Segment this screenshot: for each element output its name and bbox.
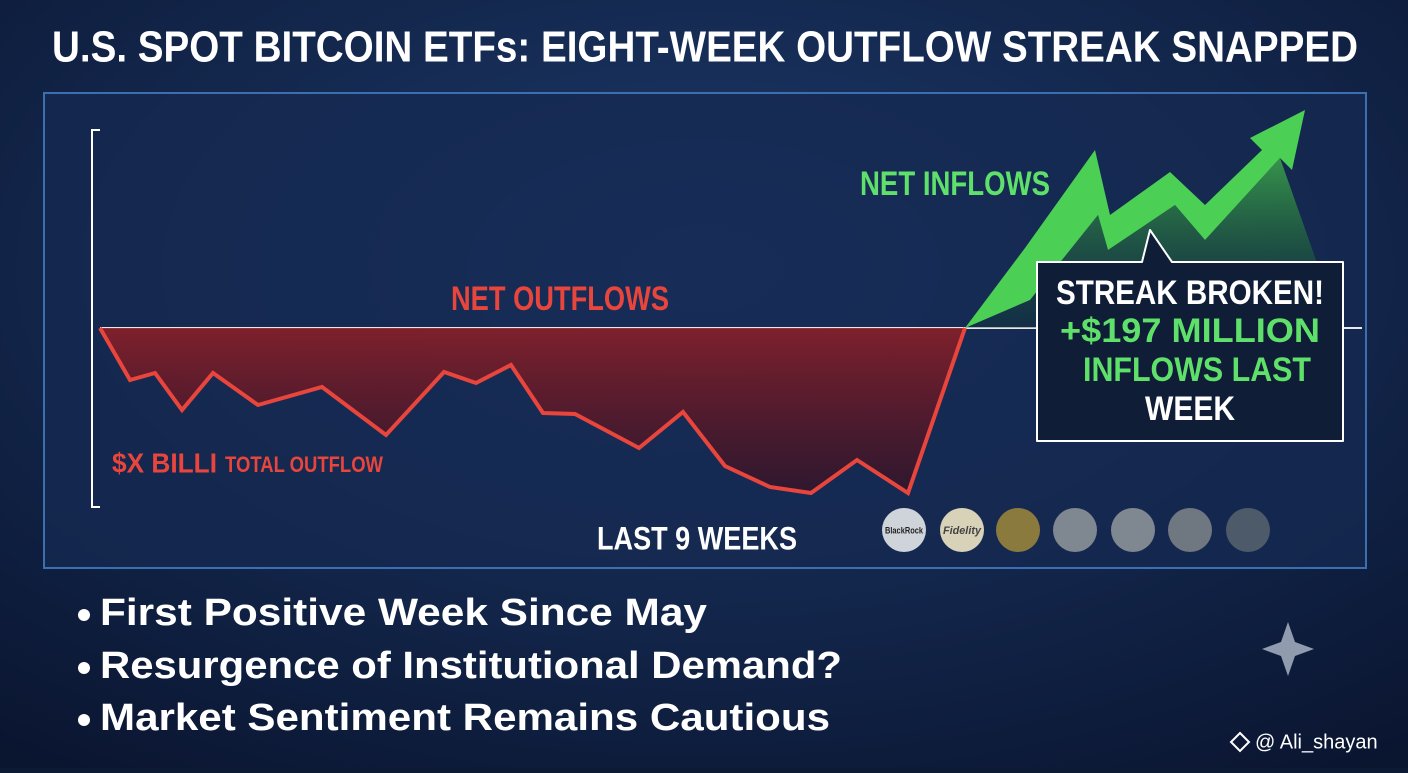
bullet-list: First Positive Week Since May Resurgence… (78, 592, 842, 739)
bracket (91, 129, 100, 508)
bullet (78, 609, 90, 621)
period-label: LAST 9 WEEKS (597, 520, 797, 556)
logo (1168, 508, 1212, 552)
logo (940, 508, 984, 552)
bullet (78, 662, 90, 674)
bullet-text: First Positive Week Since May (100, 592, 707, 634)
issuer-logos: BlackRock Fidelity (882, 508, 1270, 552)
inflow-label: NET INFLOWS (860, 165, 1050, 203)
bullet-text: Resurgence of Institutional Demand? (100, 645, 842, 687)
bullet (78, 714, 90, 726)
watermark-icon (1229, 731, 1251, 753)
logo-text: BlackRock (885, 525, 924, 535)
logo-text: Fidelity (943, 525, 982, 537)
total-label: TOTAL OUTFLOW (225, 452, 383, 477)
bullet-text: Market Sentiment Remains Cautious (100, 697, 830, 739)
callout-line: STREAK BROKEN! (1056, 274, 1324, 312)
logo (882, 508, 926, 552)
outflow-label: NET OUTFLOWS (451, 280, 669, 318)
outflow-area (100, 328, 965, 493)
callout-line: WEEK (1145, 390, 1235, 428)
total-amount: $X BILLI (112, 447, 217, 478)
sparkle (1262, 622, 1314, 676)
logo (996, 508, 1040, 552)
logo (1226, 508, 1270, 552)
logo (1111, 508, 1155, 552)
logo (1053, 508, 1097, 552)
outflow-line (98, 327, 967, 497)
title: U.S. SPOT BITCOIN ETFs: EIGHT-WEEK OUTFL… (52, 23, 1358, 72)
callout-box (1036, 229, 1344, 442)
callout-line: INFLOWS LAST (1083, 351, 1311, 389)
callout-line: +$197 MILLION (1060, 312, 1320, 350)
watermark: @ Ali_shayan (1255, 731, 1378, 753)
